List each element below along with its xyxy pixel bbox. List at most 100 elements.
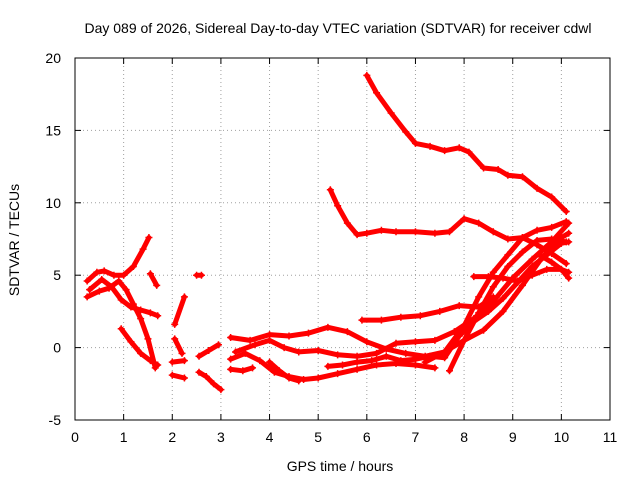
- series-track: [172, 336, 185, 356]
- data-point: [343, 328, 351, 336]
- data-point: [95, 287, 103, 295]
- data-point: [304, 329, 312, 337]
- data-point: [324, 323, 332, 331]
- series-track-s: [266, 358, 303, 385]
- data-point: [528, 255, 536, 263]
- data-point: [127, 338, 135, 346]
- data-point: [397, 357, 405, 365]
- data-point: [144, 335, 152, 343]
- data-point: [178, 349, 186, 357]
- data-point: [528, 271, 536, 279]
- series-track-k: [168, 371, 188, 382]
- series-track-a: [363, 71, 570, 215]
- data-point: [431, 229, 439, 237]
- series-track: [196, 369, 224, 393]
- data-point: [489, 228, 497, 236]
- data-point: [504, 251, 512, 259]
- y-axis-title: SDTVAR / TECUs: [6, 184, 22, 296]
- data-point: [100, 267, 108, 275]
- data-point: [314, 346, 322, 354]
- data-point: [504, 263, 512, 271]
- data-point: [343, 219, 351, 227]
- series-track-i: [171, 335, 186, 357]
- data-point: [295, 348, 303, 356]
- data-point: [548, 235, 556, 243]
- data-point: [249, 364, 257, 372]
- data-point: [139, 245, 147, 253]
- data-point: [475, 309, 483, 317]
- data-point: [266, 336, 274, 344]
- x-tick-label: 10: [554, 429, 570, 445]
- axis-ticks: 0 1 2 3 4 5 6 7 8 9 10 11 -5 0 5 10 15 20: [45, 50, 617, 445]
- data-point: [168, 358, 176, 366]
- series-track-w: [446, 235, 570, 375]
- data-point: [499, 307, 507, 315]
- data-point: [83, 293, 91, 301]
- data-point: [251, 341, 259, 349]
- x-tick-label: 2: [168, 429, 176, 445]
- data-point: [205, 346, 213, 354]
- data-point: [562, 238, 570, 246]
- data-point: [98, 276, 106, 284]
- data-point: [411, 228, 419, 236]
- data-point: [334, 202, 342, 210]
- data-point: [256, 357, 264, 365]
- data-point: [548, 258, 556, 266]
- data-point: [377, 226, 385, 234]
- data-point: [334, 370, 342, 378]
- data-point: [168, 371, 176, 379]
- data-point: [548, 193, 556, 201]
- data-point: [180, 374, 188, 382]
- data-point: [557, 265, 565, 273]
- series-track-j: [168, 357, 188, 366]
- data-point: [334, 351, 342, 359]
- data-point: [368, 357, 376, 365]
- series-track-c: [83, 234, 153, 285]
- data-point: [353, 231, 361, 239]
- x-tick-label: 6: [363, 429, 371, 445]
- data-point: [137, 315, 145, 323]
- data-point: [195, 352, 203, 360]
- data-point: [533, 184, 541, 192]
- data-point: [353, 358, 361, 366]
- data-point: [171, 335, 179, 343]
- data-point: [392, 339, 400, 347]
- x-tick-label: 8: [460, 429, 468, 445]
- data-point: [446, 228, 453, 236]
- series-track-y: [538, 252, 573, 282]
- data-point: [480, 164, 488, 172]
- data-point: [129, 263, 137, 271]
- data-point: [402, 349, 410, 357]
- data-point: [146, 357, 154, 365]
- data-point: [300, 375, 308, 383]
- y-tick-label: 5: [53, 267, 61, 283]
- data-point: [411, 139, 419, 147]
- chart-title: Day 089 of 2026, Sidereal Day-to-day VTE…: [84, 20, 591, 36]
- data-point: [285, 332, 293, 340]
- data-point: [239, 367, 247, 375]
- data-point: [504, 171, 512, 179]
- y-tick-label: 15: [45, 122, 61, 138]
- x-tick-label: 9: [509, 429, 517, 445]
- x-tick-label: 3: [217, 429, 225, 445]
- data-point: [214, 341, 222, 349]
- data-point: [416, 312, 424, 320]
- data-point: [241, 349, 249, 357]
- data-point: [115, 277, 123, 285]
- x-tick-label: 5: [314, 429, 322, 445]
- series-track: [172, 294, 187, 327]
- data-point: [387, 109, 395, 117]
- data-point: [460, 322, 468, 330]
- data-point: [538, 252, 546, 260]
- data-point: [484, 307, 492, 315]
- series-track: [539, 253, 572, 281]
- series-track: [364, 72, 569, 214]
- data-point: [494, 165, 502, 173]
- data-point: [446, 367, 453, 375]
- data-point: [499, 294, 507, 302]
- data-point: [105, 284, 113, 292]
- data-point: [382, 352, 390, 360]
- data-point: [358, 316, 366, 324]
- data-point: [363, 71, 371, 79]
- data-point: [455, 144, 463, 152]
